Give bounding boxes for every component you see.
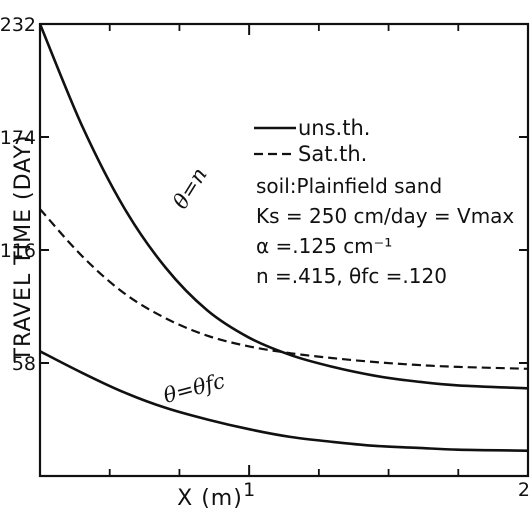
series-line-1	[39, 208, 529, 370]
annotation-soil: soil:Plainfield sand	[256, 174, 442, 198]
y-axis-label: TRAVEL TIME (DAY)	[11, 135, 36, 363]
series-group	[38, 23, 529, 452]
curve-label-theta-fc: θ=θfc	[161, 369, 228, 408]
y-tick-label-3: 232	[0, 14, 36, 36]
legend-label-uns: uns.th.	[298, 116, 370, 140]
annotation-alpha: α =.125 cm⁻¹	[256, 234, 392, 258]
y-tick-label-1: 116	[0, 240, 36, 262]
x-tick-label-0: 1	[243, 479, 255, 501]
x-tick-label-1: 2	[518, 479, 530, 501]
y-tick-label-2: 174	[0, 127, 36, 149]
annotation-ks: Ks = 250 cm/day = Vmax	[256, 204, 514, 228]
series-line-0	[38, 23, 529, 390]
axis-ticks: 58 116 174 232 1 2	[0, 14, 530, 501]
series-line-2	[39, 350, 529, 452]
curve-label-theta-n: θ=n	[168, 163, 212, 213]
x-axis-label: X (m)	[177, 486, 243, 511]
legend: uns.th. Sat.th.	[254, 116, 370, 166]
annotations: soil:Plainfield sand Ks = 250 cm/day = V…	[256, 174, 514, 288]
legend-label-sat: Sat.th.	[298, 142, 367, 166]
annotation-n-theta: n =.415, θfc =.120	[256, 264, 447, 288]
y-tick-label-0: 58	[12, 353, 36, 375]
